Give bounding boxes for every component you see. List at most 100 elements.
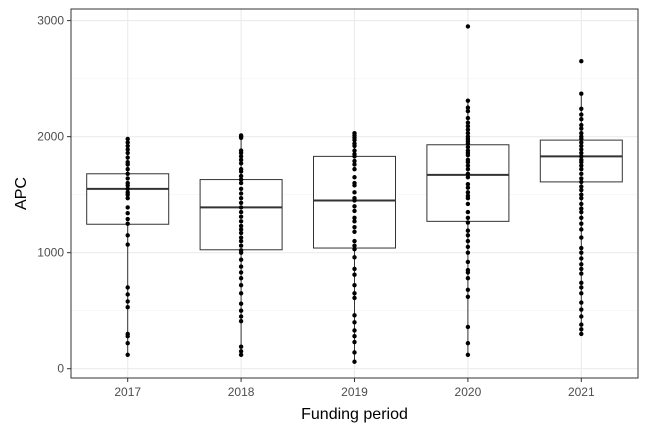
data-point	[125, 205, 130, 210]
data-point	[125, 176, 130, 181]
data-point	[352, 224, 357, 230]
data-point	[465, 244, 471, 250]
data-point	[465, 166, 471, 172]
data-point	[465, 98, 471, 103]
data-point	[125, 305, 130, 310]
data-point	[125, 166, 130, 172]
data-point	[238, 154, 244, 159]
data-point	[125, 159, 130, 165]
data-point	[352, 238, 357, 244]
data-point	[579, 140, 584, 145]
data-point	[125, 340, 130, 346]
data-point	[579, 157, 584, 163]
data-points	[125, 24, 584, 364]
data-point	[238, 230, 244, 236]
data-point	[238, 173, 244, 179]
data-point	[465, 287, 471, 293]
data-point	[238, 264, 244, 269]
data-point	[579, 150, 584, 156]
data-point	[465, 259, 471, 265]
y-tick-label: 3000	[37, 14, 64, 28]
data-point	[352, 350, 357, 355]
x-axis-title: Funding period	[301, 406, 408, 423]
data-point	[352, 320, 357, 325]
data-point	[238, 235, 244, 240]
data-point	[465, 250, 471, 255]
data-point	[238, 161, 244, 166]
data-point	[125, 140, 130, 145]
data-point	[465, 215, 471, 221]
data-point	[579, 192, 584, 197]
data-point	[465, 175, 471, 180]
data-point	[579, 206, 584, 211]
data-point	[579, 126, 584, 131]
data-point	[352, 130, 357, 136]
data-point	[579, 59, 584, 64]
points-2017	[125, 136, 130, 357]
data-point	[352, 266, 357, 272]
data-point	[238, 227, 244, 232]
data-point	[465, 201, 471, 207]
data-point	[352, 313, 357, 318]
data-point	[579, 235, 584, 240]
data-point	[238, 270, 244, 275]
y-tick-labels: 0 1000 2000 3000	[37, 14, 64, 376]
data-point	[238, 257, 244, 262]
data-point	[125, 285, 130, 290]
data-point	[125, 221, 130, 226]
data-point	[352, 246, 357, 252]
data-point	[579, 250, 584, 255]
data-point	[238, 308, 244, 313]
data-point	[125, 331, 130, 337]
data-point	[579, 245, 584, 251]
data-point	[125, 150, 130, 156]
data-point	[125, 180, 130, 186]
data-point	[125, 233, 130, 238]
data-point	[465, 267, 471, 273]
data-point	[238, 243, 244, 248]
data-point	[352, 180, 357, 186]
data-point	[238, 148, 244, 153]
data-point	[238, 157, 244, 163]
points-2019	[352, 130, 357, 364]
data-point	[465, 340, 471, 346]
data-point	[352, 195, 357, 201]
data-point	[125, 195, 130, 201]
data-point	[579, 256, 584, 261]
data-point	[579, 187, 584, 193]
data-point	[125, 155, 130, 160]
data-point	[579, 184, 584, 189]
data-point	[465, 123, 471, 129]
data-point	[579, 327, 584, 332]
data-point	[238, 238, 244, 244]
data-point	[465, 115, 471, 121]
data-point	[579, 195, 584, 201]
data-point	[465, 24, 471, 29]
data-point	[238, 219, 244, 224]
data-point	[238, 177, 244, 182]
data-point	[352, 151, 357, 157]
data-point	[352, 204, 357, 209]
data-point	[238, 301, 244, 306]
data-point	[579, 221, 584, 226]
x-tick-label: 2021	[568, 385, 595, 399]
x-tick-labels: 2017 2018 2019 2020 2021	[114, 385, 595, 399]
data-point	[579, 227, 584, 232]
data-point	[352, 219, 357, 224]
data-point	[579, 322, 584, 327]
data-point	[352, 215, 357, 221]
data-point	[238, 133, 244, 138]
data-point	[579, 163, 584, 168]
data-point	[465, 163, 471, 168]
data-point	[579, 280, 584, 286]
data-point	[579, 166, 584, 172]
points-2021	[579, 59, 584, 337]
data-point	[579, 209, 584, 215]
data-point	[579, 154, 584, 159]
data-point	[465, 193, 471, 199]
data-point	[465, 120, 471, 125]
data-point	[238, 276, 244, 281]
data-point	[579, 285, 584, 290]
data-point	[465, 144, 471, 150]
data-point	[579, 176, 584, 181]
